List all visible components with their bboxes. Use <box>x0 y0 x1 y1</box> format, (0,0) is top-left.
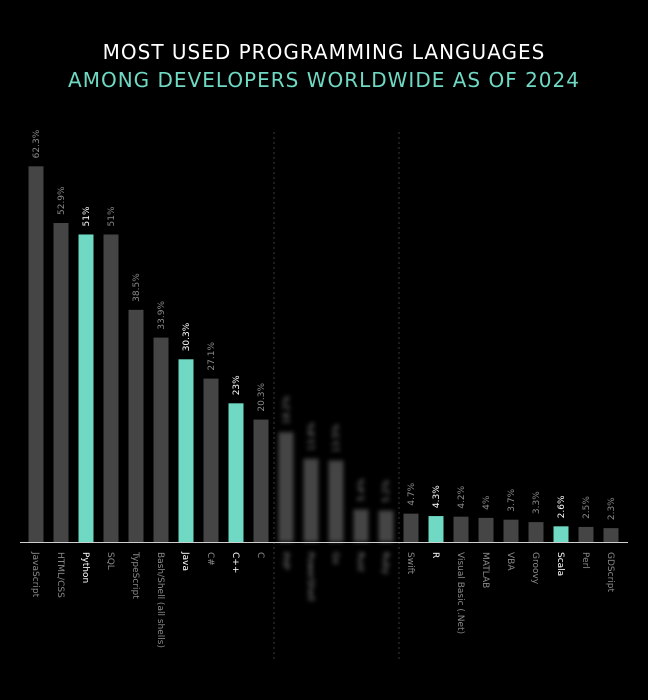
value-label-javascript: 62.3% <box>32 129 42 158</box>
category-label-c: C <box>255 552 265 558</box>
category-label-sql: SQL <box>105 552 115 570</box>
category-label-r: R <box>430 552 440 558</box>
category-label-perl: Perl <box>580 552 590 569</box>
value-label-go: 13.5% <box>332 424 342 453</box>
chart-subtitle: AMONG DEVELOPERS WORLDWIDE AS OF 2024 <box>68 68 580 92</box>
category-label-c: C++ <box>230 552 240 573</box>
value-label-swift: 4.7% <box>407 482 417 505</box>
bar-rust <box>353 509 369 542</box>
category-label-java: Java <box>180 551 190 571</box>
bar-javascript <box>28 166 44 542</box>
bar-ruby <box>378 510 394 542</box>
bar-php <box>278 432 294 542</box>
value-label-c: 27.1% <box>207 342 217 371</box>
value-label-html-css: 52.9% <box>57 186 67 215</box>
category-label-php: PHP <box>280 552 290 570</box>
bar-matlab <box>478 517 494 542</box>
category-label-javascript: JavaScript <box>30 551 40 598</box>
value-label-rust: 5.4% <box>357 478 367 501</box>
chart-title: MOST USED PROGRAMMING LANGUAGES <box>102 40 546 64</box>
value-label-ruby: 5.2% <box>382 479 392 502</box>
bar-r <box>428 516 444 542</box>
category-label-vba: VBA <box>505 552 515 571</box>
category-label-group: JavaScript HTML/CSS Python SQL TypeScript Bas… <box>30 551 615 648</box>
bar-java <box>178 359 194 542</box>
bar-swift <box>403 513 419 542</box>
bar-scala <box>553 526 569 542</box>
value-label-java: 30.3% <box>182 322 192 351</box>
value-label-scala: 2.6% <box>557 495 567 518</box>
category-label-typescript: TypeScript <box>130 551 140 599</box>
value-label-php: 18.2% <box>282 395 292 424</box>
bar-go <box>328 460 344 542</box>
value-label-powershell: 13.8% <box>307 422 317 451</box>
value-label-visual-basic-net: 4.2% <box>457 485 467 508</box>
category-label-c: C# <box>205 552 215 566</box>
value-label-groovy: 3.3% <box>532 491 542 514</box>
category-label-matlab: MATLAB <box>480 552 490 588</box>
category-label-python: Python <box>80 552 90 583</box>
category-label-gdscript: GDScript <box>605 552 615 592</box>
bar-c <box>203 378 219 542</box>
divider-group <box>273 132 400 660</box>
category-label-rust: Rust <box>355 552 365 572</box>
category-label-swift: Swift <box>405 552 415 575</box>
bar-c <box>253 419 269 542</box>
bar-c <box>228 403 244 542</box>
category-label-powershell: PowerShell <box>305 552 315 601</box>
bar-visual-basic-net <box>453 516 469 542</box>
value-label-gdscript: 2.3% <box>607 497 617 520</box>
value-label-vba: 3.7% <box>507 488 517 511</box>
category-label-bash-shell-all-shells: Bash/Shell (all shells) <box>155 552 165 648</box>
bar-vba <box>503 519 519 542</box>
value-label-r: 4.3% <box>432 485 442 508</box>
value-label-c: 20.3% <box>257 383 267 412</box>
value-label-c: 23% <box>232 375 242 395</box>
bar-perl <box>578 526 594 542</box>
category-label-scala: Scala <box>555 552 565 576</box>
value-label-sql: 51% <box>107 206 117 226</box>
value-label-python: 51% <box>82 206 92 226</box>
bar-group <box>28 166 619 542</box>
category-label-go: Go <box>330 552 340 565</box>
bar-bash-shell-all-shells <box>153 337 169 542</box>
value-label-perl: 2.5% <box>582 496 592 519</box>
bar-groovy <box>528 522 544 542</box>
bar-html-css <box>53 223 69 542</box>
bar-gdscript <box>603 528 619 542</box>
value-label-bash-shell-all-shells: 33.9% <box>157 301 167 330</box>
bar-sql <box>103 234 119 542</box>
bar-powershell <box>303 458 319 542</box>
category-label-groovy: Groovy <box>530 552 540 585</box>
category-label-html-css: HTML/CSS <box>55 552 65 598</box>
bar-typescript <box>128 309 144 542</box>
category-label-ruby: Ruby <box>380 552 390 575</box>
value-label-group: 62.3% 52.9% 51% 51% 38.5% 33.9% 30.3% 27.1% 23% 2… <box>32 129 617 520</box>
value-label-typescript: 38.5% <box>132 273 142 302</box>
bar-python <box>78 234 94 542</box>
category-label-visual-basic-net: Visual Basic (.Net) <box>455 552 465 634</box>
value-label-matlab: 4% <box>482 495 492 510</box>
